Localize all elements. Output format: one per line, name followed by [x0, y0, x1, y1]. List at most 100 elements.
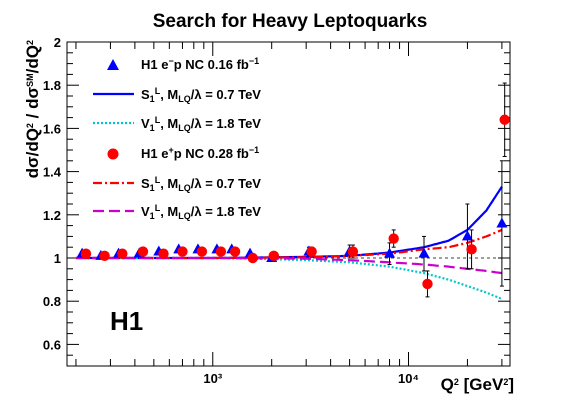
text-part: S: [141, 87, 150, 102]
data-point-circle: [80, 248, 92, 259]
data-point-triangle: [461, 230, 473, 241]
text-part: L: [155, 115, 161, 125]
text-part: SM: [25, 73, 35, 87]
data-layer: [76, 82, 510, 301]
data-point-triangle: [418, 247, 430, 258]
legend-entry-em-v1: V1L, MLQ/λ = 1.8 TeV: [93, 115, 261, 133]
data-point-circle: [158, 248, 169, 259]
text-part: ]: [508, 375, 514, 394]
data-point-circle: [422, 278, 433, 290]
y-tick-label: 0.8: [43, 294, 61, 309]
text-part: 1: [150, 183, 155, 193]
text-part: 2: [454, 377, 459, 387]
x-tick-label: 10³: [203, 371, 222, 386]
text-part: /λ = 0.7 TeV: [191, 176, 262, 191]
text-part: L: [155, 175, 161, 185]
legend-marker-triangle: [107, 59, 119, 70]
data-point-circle: [196, 246, 208, 257]
data-point-circle: [177, 246, 188, 257]
x-axis: 10³ 10⁴: [75, 42, 503, 386]
curve-v-e-p-curve: [76, 256, 503, 301]
legend-label: S1L, MLQ/λ = 0.7 TeV: [141, 86, 261, 104]
text-part: −: [168, 56, 173, 66]
text-part: −1: [249, 145, 259, 155]
data-point-circle: [99, 250, 110, 262]
text-part: , M: [160, 176, 178, 191]
experiment-label: H1: [110, 306, 143, 336]
legend-entry-ep-s1: S1L, MLQ/λ = 0.7 TeV: [93, 175, 261, 193]
legend-label: V1L, MLQ/λ = 1.8 TeV: [141, 203, 261, 221]
legend-entry-em-s1: S1L, MLQ/λ = 0.7 TeV: [93, 86, 261, 104]
x-tick-label: 10⁴: [398, 371, 419, 386]
data-point-circle: [247, 252, 258, 264]
legend-label: H1 e−p NC 0.16 fb−1: [141, 56, 259, 72]
data-point-circle: [215, 246, 227, 257]
text-part: dσ/dQ: [23, 128, 42, 178]
legend-entry-em-data: H1 e−p NC 0.16 fb−1: [107, 56, 259, 72]
legend-label: V1L, MLQ/λ = 1.8 TeV: [141, 115, 261, 133]
text-part: / dσ: [23, 86, 42, 123]
legend-label: S1L, MLQ/λ = 0.7 TeV: [141, 175, 261, 193]
y-tick-label: 1.8: [43, 78, 61, 93]
text-part: , M: [160, 204, 178, 219]
y-tick-label: 1.2: [43, 208, 61, 223]
y-axis: 0.6 0.8 1 1.2 1.4 1.6 1.8 2: [43, 35, 510, 367]
data-point-circle: [268, 250, 279, 262]
legend-label: H1 e+p NC 0.28 fb−1: [141, 145, 259, 161]
text-part: /λ = 1.8 TeV: [191, 204, 262, 219]
text-part: 1: [150, 94, 155, 104]
text-part: 1: [150, 211, 155, 221]
x-axis-label-text: Q2 [GeV2]: [441, 375, 514, 394]
text-part: 2: [25, 40, 35, 45]
text-part: L: [155, 203, 161, 213]
data-point-circle: [388, 233, 399, 244]
plot-area: 0.6 0.8 1 1.2 1.4 1.6 1.8 2 10³ 10⁴: [43, 35, 511, 386]
text-part: , M: [160, 87, 178, 102]
legend-marker-circle: [107, 148, 119, 160]
text-part: /λ = 1.8 TeV: [191, 116, 262, 131]
text-part: S: [141, 176, 150, 191]
text-part: [GeV: [459, 375, 504, 394]
text-part: V: [141, 204, 150, 219]
text-part: /λ = 0.7 TeV: [191, 87, 262, 102]
chart-title: Search for Heavy Leptoquarks: [153, 11, 428, 32]
legend-entry-ep-v1: V1L, MLQ/λ = 1.8 TeV: [93, 203, 261, 221]
text-part: V: [141, 116, 150, 131]
text-part: Q: [441, 375, 454, 394]
text-part: , M: [160, 116, 178, 131]
text-part: L: [155, 86, 161, 96]
y-axis-label-text: dσ/dQ2 / dσSM/dQ2: [23, 40, 42, 178]
data-point-circle: [137, 246, 149, 257]
data-point-circle: [229, 246, 241, 257]
y-tick-label: 1.6: [43, 121, 61, 136]
data-point-circle: [466, 244, 477, 255]
x-axis-label: Q2 [GeV2]: [441, 375, 514, 394]
text-part: LQ: [178, 211, 191, 221]
y-tick-label: 2: [54, 35, 61, 50]
y-tick-label: 1: [54, 251, 61, 266]
y-tick-label: 1.4: [43, 165, 62, 180]
data-point-circle: [347, 246, 359, 257]
data-point-triangle: [496, 217, 508, 228]
text-part: 2: [503, 377, 508, 387]
text-part: LQ: [178, 123, 191, 133]
text-part: 2: [25, 123, 35, 128]
text-part: −1: [249, 56, 259, 66]
data-point-circle: [499, 114, 510, 125]
text-part: 1: [150, 123, 155, 133]
y-tick-label: 0.6: [43, 337, 61, 352]
text-part: p NC 0.28 fb: [174, 146, 249, 161]
data-point-circle: [306, 246, 317, 257]
text-part: LQ: [178, 94, 191, 104]
legend-entry-ep-data: H1 e+p NC 0.28 fb−1: [107, 145, 259, 161]
text-part: H1 e: [141, 146, 168, 161]
text-part: +: [168, 145, 173, 155]
text-part: p NC 0.16 fb: [174, 57, 249, 72]
text-part: LQ: [178, 183, 191, 193]
data-point-triangle: [384, 247, 396, 258]
text-part: /dQ: [23, 45, 42, 73]
y-axis-label: dσ/dQ2 / dσSM/dQ2: [23, 40, 42, 178]
curve-v-e-p-curve: [76, 256, 503, 275]
